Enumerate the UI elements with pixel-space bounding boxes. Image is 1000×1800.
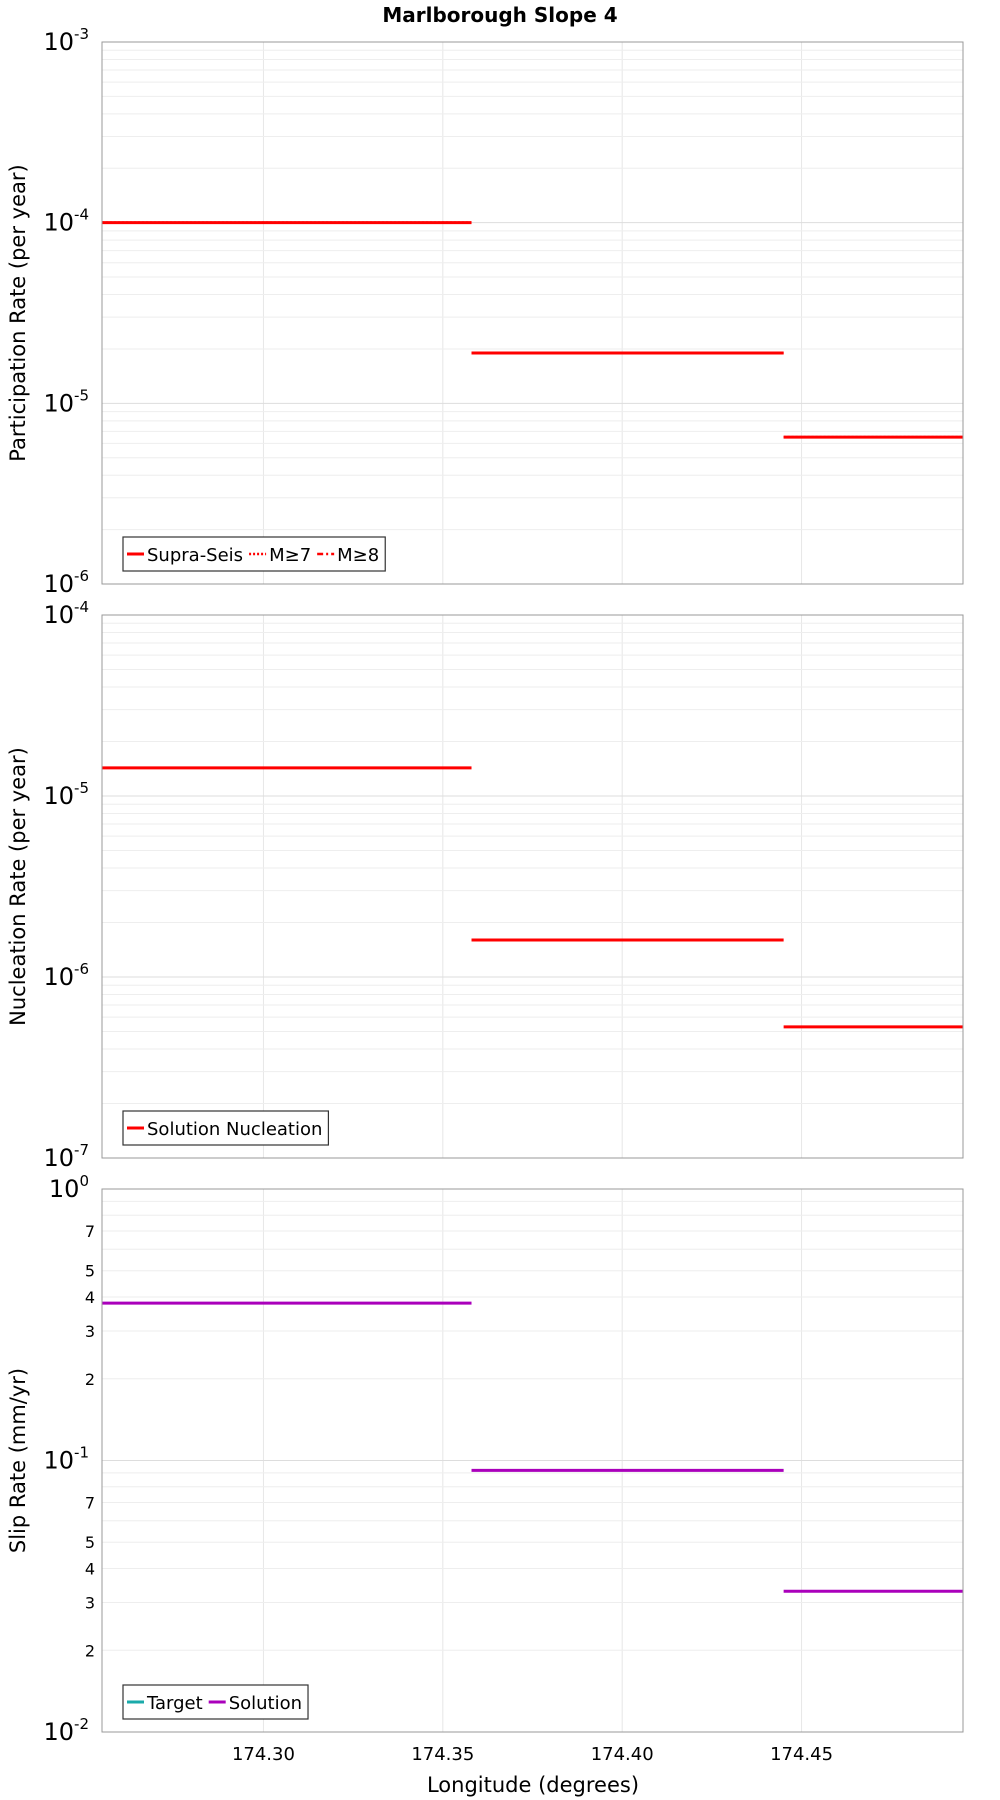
y-minor-tick-label: 5 (85, 1533, 95, 1552)
panel-3: 100 10-1 10-2 7 5 4 3 2 7 5 4 3 2 Slip Rate (mm/yr) Ta… (6, 1172, 964, 1746)
y-tick-label: 10-4 (43, 598, 89, 629)
y-tick-label: 10-5 (43, 386, 89, 417)
legend-label: M≥8 (337, 545, 379, 566)
y-tick-label: 10-1 (43, 1444, 89, 1475)
x-axis-label: Longitude (degrees) (427, 1773, 639, 1797)
y-tick-label: 10-7 (43, 1141, 89, 1172)
panels-container: 10-3 10-4 10-5 10-6 Participation Rate (per … (6, 25, 964, 1765)
legend-label: Solution (229, 1693, 302, 1714)
x-tick-label: 174.30 (232, 1744, 295, 1765)
y-axis-label: Participation Rate (per year) (6, 164, 30, 461)
y-tick-label: 10-2 (43, 1715, 89, 1746)
x-tick-label: 174.35 (411, 1744, 474, 1765)
y-axis-label: Slip Rate (mm/yr) (6, 1368, 30, 1553)
y-minor-tick-label: 7 (85, 1222, 95, 1241)
legend-label: Supra-Seis (147, 545, 243, 566)
panel-2: 10-4 10-5 10-6 10-7 Nucleation Rate (per yea… (6, 598, 964, 1172)
y-minor-tick-label: 3 (85, 1322, 95, 1341)
y-minor-tick-label: 2 (85, 1370, 95, 1389)
y-tick-label: 10-4 (43, 206, 89, 237)
y-minor-tick-label: 5 (85, 1262, 95, 1281)
y-minor-tick-label: 4 (85, 1288, 95, 1307)
y-axis-label: Nucleation Rate (per year) (6, 747, 30, 1026)
legend-box (122, 1110, 330, 1146)
legend-label: M≥7 (269, 545, 311, 566)
plot-frame (101, 1188, 964, 1733)
plot-area (102, 615, 963, 1158)
y-minor-tick-label: 7 (85, 1494, 95, 1513)
y-tick-label: 10-3 (43, 25, 89, 56)
x-tick-label: 174.45 (770, 1744, 833, 1765)
legend-label: Solution Nucleation (147, 1119, 322, 1140)
x-tick-label: 174.40 (591, 1744, 654, 1765)
y-tick-label: 100 (49, 1172, 89, 1203)
y-minor-tick-label: 3 (85, 1593, 95, 1612)
y-minor-tick-label: 4 (85, 1560, 95, 1579)
y-tick-label: 10-5 (43, 779, 89, 810)
chart-title: Marlborough Slope 4 (382, 3, 617, 27)
panel-1: 10-3 10-4 10-5 10-6 Participation Rate (per … (6, 25, 964, 598)
plot-area (102, 42, 963, 584)
legend-label: Target (146, 1693, 203, 1714)
y-minor-tick-label: 2 (85, 1641, 95, 1660)
plot-frame (101, 614, 964, 1159)
y-tick-label: 10-6 (43, 567, 89, 598)
plot-frame (101, 41, 964, 585)
y-tick-label: 10-6 (43, 960, 89, 991)
